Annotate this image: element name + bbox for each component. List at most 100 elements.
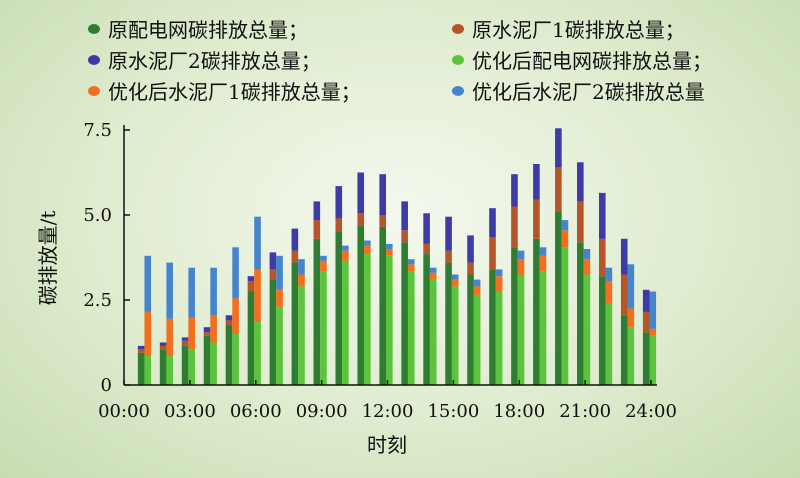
legend-label-opt_cement2: 优化后水泥厂2碳排放总量 bbox=[472, 80, 705, 104]
original-orig_cement1-bar-h22 bbox=[598, 238, 606, 277]
legend-marker-opt_grid bbox=[452, 55, 464, 65]
legend-marker-orig_cement2 bbox=[88, 55, 100, 65]
original-orig_grid-bar-h7 bbox=[269, 279, 277, 385]
legend-marker-opt_cement1 bbox=[88, 86, 100, 96]
optimized-opt_cement2-bar-h4 bbox=[210, 267, 217, 316]
original-orig_cement2-bar-h18 bbox=[511, 174, 518, 207]
original-orig_cement1-bar-h6 bbox=[247, 281, 255, 292]
optimized-opt_grid-bar-h2 bbox=[166, 356, 174, 385]
original-orig_grid-bar-h15 bbox=[445, 262, 452, 385]
optimized-opt_cement2-bar-h5 bbox=[232, 247, 239, 299]
optimized-opt_cement2-bar-h22 bbox=[605, 267, 613, 282]
optimized-opt_grid-bar-h9 bbox=[320, 271, 327, 385]
original-orig_grid-bar-h6 bbox=[247, 291, 255, 385]
y-axis-title: 碳排放量/t bbox=[36, 211, 60, 306]
original-orig_grid-bar-h18 bbox=[511, 247, 518, 385]
x-tick-label: 06:00 bbox=[230, 401, 282, 422]
optimized-opt_cement1-bar-h23 bbox=[627, 308, 635, 328]
optimized-opt_cement2-bar-h9 bbox=[320, 255, 327, 261]
original-orig_cement2-bar-h1 bbox=[137, 345, 145, 350]
optimized-opt_cement1-bar-h4 bbox=[210, 315, 217, 343]
original-orig_cement2-bar-h12 bbox=[379, 174, 386, 215]
original-orig_grid-bar-h20 bbox=[555, 211, 562, 385]
optimized-opt_grid-bar-h1 bbox=[144, 356, 152, 385]
x-tick-label: 03:00 bbox=[164, 401, 216, 422]
optimized-opt_cement2-bar-h3 bbox=[188, 267, 195, 317]
optimized-opt_grid-bar-h18 bbox=[517, 274, 525, 385]
original-orig_grid-bar-h2 bbox=[159, 349, 167, 385]
optimized-opt_cement2-bar-h24 bbox=[649, 291, 657, 329]
original-orig_cement1-bar-h1 bbox=[137, 349, 145, 353]
original-orig_grid-bar-h21 bbox=[577, 242, 584, 385]
optimized-opt_cement1-bar-h14 bbox=[429, 272, 437, 280]
axes bbox=[123, 125, 657, 386]
optimized-opt_cement2-bar-h13 bbox=[407, 259, 415, 265]
legend-label-orig_cement1: 原水泥厂1碳排放总量； bbox=[472, 18, 685, 42]
optimized-opt_grid-bar-h19 bbox=[539, 271, 547, 385]
optimized-opt_cement2-bar-h20 bbox=[561, 220, 569, 231]
optimized-opt_cement2-bar-h21 bbox=[583, 249, 591, 260]
optimized-opt_grid-bar-h3 bbox=[188, 349, 195, 385]
optimized-opt_cement1-bar-h7 bbox=[276, 289, 283, 307]
original-orig_cement2-bar-h16 bbox=[467, 235, 474, 263]
optimized-opt_grid-bar-h6 bbox=[254, 322, 261, 385]
original-orig_grid-bar-h19 bbox=[533, 238, 540, 385]
original-orig_grid-bar-h16 bbox=[467, 274, 474, 385]
original-orig_cement1-bar-h11 bbox=[357, 213, 365, 226]
optimized-opt_grid-bar-h12 bbox=[386, 255, 393, 385]
optimized-opt_cement2-bar-h12 bbox=[386, 243, 393, 249]
original-orig_grid-bar-h12 bbox=[379, 226, 386, 385]
original-orig_cement1-bar-h19 bbox=[533, 199, 540, 239]
optimized-opt_cement1-bar-h11 bbox=[364, 245, 371, 255]
y-tick-label: 2.5 bbox=[83, 290, 112, 311]
original-orig_cement1-bar-h10 bbox=[335, 218, 343, 232]
optimized-opt_cement1-bar-h13 bbox=[407, 264, 415, 272]
original-orig_grid-bar-h9 bbox=[313, 238, 321, 385]
original-orig_cement2-bar-h6 bbox=[247, 276, 255, 282]
optimized-opt_grid-bar-h21 bbox=[583, 274, 591, 385]
x-tick-label: 15:00 bbox=[427, 401, 479, 422]
original-orig_cement1-bar-h4 bbox=[203, 332, 211, 336]
original-orig_cement2-bar-h4 bbox=[203, 327, 211, 333]
optimized-opt_cement1-bar-h1 bbox=[144, 311, 152, 357]
optimized-opt_cement2-bar-h8 bbox=[298, 259, 305, 275]
original-orig_cement1-bar-h20 bbox=[555, 167, 562, 212]
optimized-opt_grid-bar-h17 bbox=[495, 291, 503, 385]
optimized-opt_cement1-bar-h19 bbox=[539, 255, 547, 272]
original-orig_cement1-bar-h21 bbox=[577, 201, 584, 243]
original-orig_cement2-bar-h24 bbox=[642, 289, 650, 312]
legend-label-orig_grid: 原配电网碳排放总量； bbox=[108, 18, 308, 42]
optimized-opt_cement2-bar-h14 bbox=[429, 267, 437, 273]
optimized-opt_cement1-bar-h17 bbox=[495, 276, 503, 292]
optimized-opt_cement2-bar-h23 bbox=[627, 264, 635, 309]
optimized-opt_cement1-bar-h15 bbox=[451, 279, 459, 287]
optimized-opt_cement2-bar-h10 bbox=[342, 245, 349, 251]
legend-marker-orig_cement1 bbox=[452, 24, 464, 34]
original-orig_cement2-bar-h21 bbox=[577, 162, 584, 202]
optimized-opt_grid-bar-h4 bbox=[210, 342, 217, 385]
original-orig_grid-bar-h8 bbox=[291, 262, 299, 385]
optimized-opt_cement2-bar-h2 bbox=[166, 262, 174, 319]
original-orig_cement2-bar-h14 bbox=[423, 213, 430, 244]
original-orig_grid-bar-h5 bbox=[225, 325, 233, 385]
optimized-opt_cement2-bar-h11 bbox=[364, 240, 371, 246]
original-orig_cement1-bar-h5 bbox=[225, 320, 233, 326]
original-orig_cement1-bar-h16 bbox=[467, 262, 474, 275]
legend-label-opt_grid: 优化后配电网碳排放总量； bbox=[472, 49, 712, 73]
optimized-opt_grid-bar-h16 bbox=[473, 294, 481, 385]
optimized-opt_grid-bar-h23 bbox=[627, 327, 635, 385]
original-orig_grid-bar-h17 bbox=[489, 269, 496, 385]
original-orig_grid-bar-h3 bbox=[181, 345, 189, 385]
optimized-opt_grid-bar-h5 bbox=[232, 334, 239, 385]
optimized-opt_cement1-bar-h8 bbox=[298, 274, 305, 287]
optimized-opt_cement2-bar-h19 bbox=[539, 247, 547, 256]
original-orig_cement1-bar-h17 bbox=[489, 237, 496, 270]
y-tick-label: 5.0 bbox=[83, 205, 112, 226]
original-orig_cement1-bar-h3 bbox=[181, 340, 189, 346]
optimized-opt_cement2-bar-h7 bbox=[276, 255, 283, 290]
original-orig_cement2-bar-h10 bbox=[335, 186, 343, 219]
original-orig_cement1-bar-h2 bbox=[159, 345, 167, 350]
optimized-opt_cement1-bar-h9 bbox=[320, 260, 327, 272]
original-orig_cement1-bar-h14 bbox=[423, 243, 430, 255]
